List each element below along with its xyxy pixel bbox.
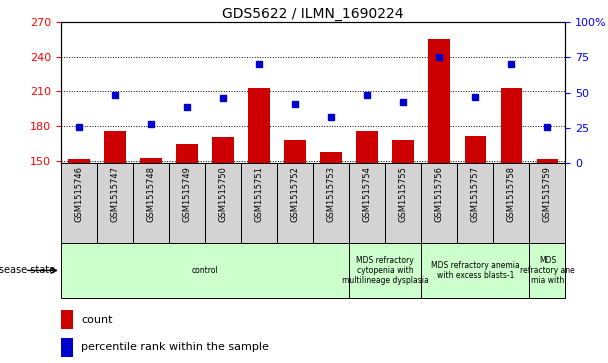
Bar	[61, 310, 74, 330]
Text: GSM1515758: GSM1515758	[507, 166, 516, 222]
Text: disease state: disease state	[0, 265, 55, 276]
Bar	[212, 136, 234, 163]
Text: GSM1515749: GSM1515749	[182, 166, 192, 222]
Bar	[429, 39, 450, 163]
Bar	[241, 163, 277, 243]
Text: GSM1515748: GSM1515748	[147, 166, 156, 222]
Bar	[176, 144, 198, 163]
Text: GSM1515755: GSM1515755	[399, 166, 408, 222]
Text: GSM1515746: GSM1515746	[74, 166, 83, 222]
Bar	[457, 163, 493, 243]
Bar	[530, 243, 565, 298]
Bar	[385, 163, 421, 243]
Bar	[392, 140, 414, 163]
Bar	[500, 88, 522, 163]
Bar	[537, 159, 558, 163]
Text: control: control	[192, 266, 218, 275]
Text: percentile rank within the sample: percentile rank within the sample	[81, 342, 269, 352]
Text: count: count	[81, 315, 112, 325]
Bar	[61, 163, 97, 243]
Text: GSM1515756: GSM1515756	[435, 166, 444, 222]
Bar	[349, 163, 385, 243]
Bar	[530, 163, 565, 243]
Bar	[421, 163, 457, 243]
Text: GSM1515750: GSM1515750	[218, 166, 227, 222]
Text: GSM1515753: GSM1515753	[326, 166, 336, 222]
Bar	[320, 152, 342, 163]
Bar	[169, 163, 205, 243]
Bar	[349, 243, 421, 298]
Text: MDS refractory
cytopenia with
multilineage dysplasia: MDS refractory cytopenia with multilinea…	[342, 256, 429, 285]
Text: GSM1515759: GSM1515759	[543, 166, 552, 222]
Bar	[313, 163, 349, 243]
Bar	[248, 88, 270, 163]
Bar	[68, 159, 89, 163]
Text: GSM1515751: GSM1515751	[255, 166, 263, 222]
Text: MDS
refractory ane
mia with: MDS refractory ane mia with	[520, 256, 575, 285]
Bar	[104, 131, 126, 163]
Bar	[61, 243, 349, 298]
Text: GSM1515752: GSM1515752	[291, 166, 300, 222]
Bar	[421, 243, 530, 298]
Text: MDS refractory anemia
with excess blasts-1: MDS refractory anemia with excess blasts…	[431, 261, 520, 280]
Bar	[97, 163, 133, 243]
Bar	[133, 163, 169, 243]
Bar	[205, 163, 241, 243]
Text: GSM1515757: GSM1515757	[471, 166, 480, 222]
Text: GSM1515747: GSM1515747	[111, 166, 119, 222]
Bar	[285, 140, 306, 163]
Bar	[356, 131, 378, 163]
Bar	[277, 163, 313, 243]
Title: GDS5622 / ILMN_1690224: GDS5622 / ILMN_1690224	[223, 7, 404, 21]
Bar	[493, 163, 530, 243]
Text: GSM1515754: GSM1515754	[363, 166, 371, 222]
Bar	[61, 338, 74, 356]
Bar	[140, 158, 162, 163]
Bar	[465, 135, 486, 163]
